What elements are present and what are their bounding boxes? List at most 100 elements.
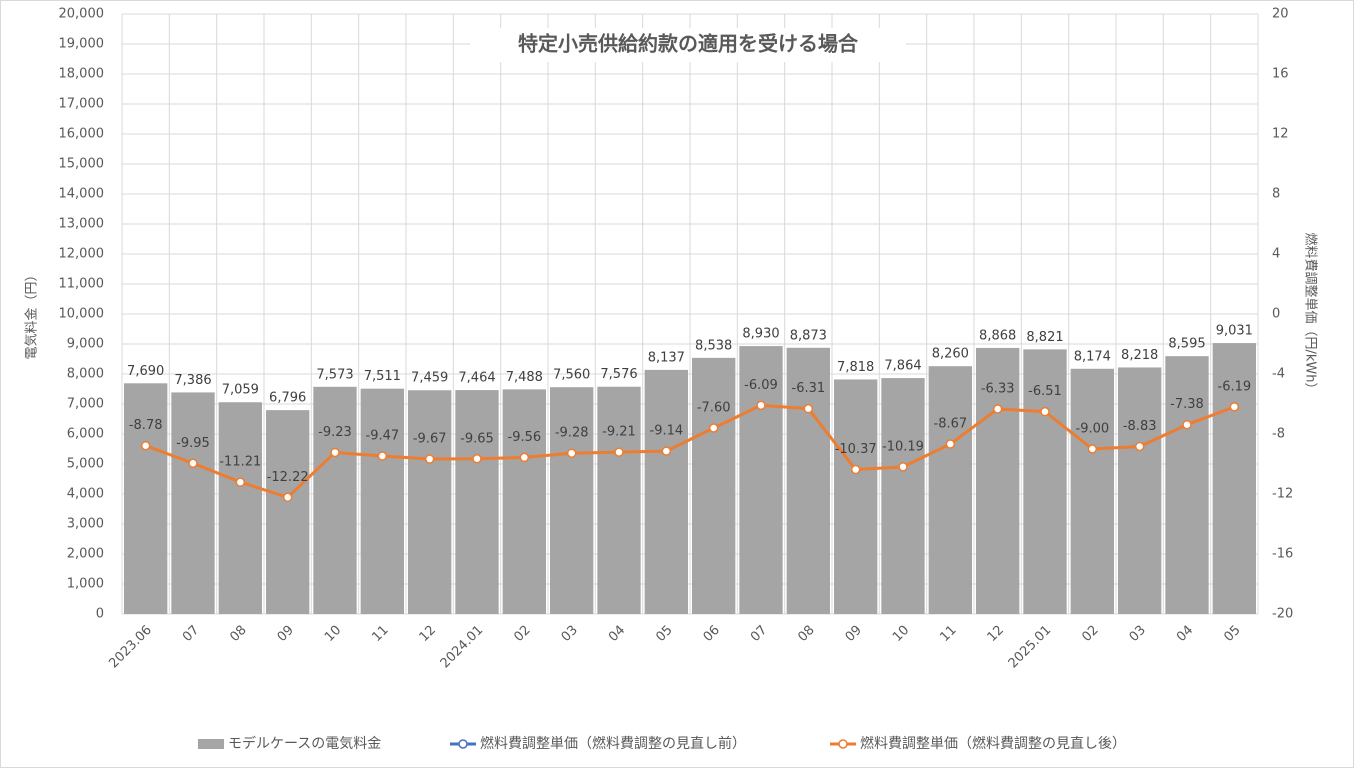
bar-label: 8,873 [790,328,827,343]
point [282,492,293,503]
legend-swatch [458,739,468,749]
y-tick-label: 19,000 [59,37,105,52]
point [1182,419,1192,430]
point [945,439,956,449]
point-label: -6.09 [744,378,778,393]
y2-tick-label: 8 [1272,187,1280,202]
bar-label: 7,488 [506,370,543,385]
point [1229,402,1240,412]
point [708,423,719,433]
point [614,447,624,457]
bar-label: 7,818 [837,360,874,375]
bar-label: 8,260 [932,347,969,362]
bar-label: 8,174 [1074,349,1111,364]
point-label: -9.23 [318,425,352,440]
legend-label: 燃料費調整単価（燃料費調整の見直し前） [480,735,746,752]
bar [218,402,262,614]
y-tick-label: 20,000 [59,7,105,22]
point [1040,406,1050,417]
bar [408,390,452,614]
point-label: -8.78 [129,418,163,433]
point-label: -8.67 [934,417,968,432]
bar [1070,368,1114,614]
bar-label: 8,137 [648,350,685,365]
y-tick-label: 7,000 [67,397,104,412]
point-label: -9.47 [366,429,400,444]
y2-tick-label: -20 [1272,607,1293,622]
bar [1212,343,1256,614]
bar [124,383,168,614]
point [235,477,246,487]
point-label: -10.37 [835,442,877,457]
bar-label: 7,059 [222,383,259,398]
bar-label: 6,796 [269,391,306,406]
bar-label: 8,595 [1168,337,1205,352]
bar [360,388,404,614]
bar-label: 7,459 [411,371,448,386]
y-tick-label: 3,000 [67,517,104,532]
bar-label: 7,576 [600,367,637,382]
point-label: -7.38 [1170,397,1204,412]
bar-label: 8,930 [742,327,779,342]
bar-label: 7,511 [364,369,401,384]
bar [692,357,736,614]
point-label: -8.83 [1123,419,1157,434]
bar-label: 7,690 [127,364,164,379]
y-tick-label: 4,000 [67,487,104,502]
point [850,464,861,475]
point [566,448,577,458]
y-tick-label: 1,000 [67,577,104,592]
y-tick-label: 14,000 [59,187,105,202]
point-label: -6.51 [1028,384,1062,399]
bar-label: 7,560 [553,368,590,383]
point-label: -10.19 [882,439,924,454]
title-bg [470,28,906,62]
point-label: -9.28 [555,426,589,441]
y2-tick-label: 20 [1272,7,1289,22]
y-tick-label: 5,000 [67,457,104,472]
bar-label: 9,031 [1216,324,1253,339]
y2-tick-label: -12 [1272,487,1293,502]
bar-label: 8,538 [695,338,732,353]
bar [171,392,215,614]
point [472,454,482,464]
legend-swatch [198,739,224,749]
bar-label: 7,464 [458,371,495,386]
y-tick-label: 12,000 [59,247,105,262]
bar [455,390,499,614]
y2-tick-label: -8 [1272,427,1285,442]
y2-tick-label: -16 [1272,547,1293,562]
bar [928,366,972,614]
y-tick-label: 2,000 [67,547,104,562]
line [145,403,1235,499]
y-tick-label: 9,000 [67,337,104,352]
y-tick-label: 10,000 [59,307,105,322]
point [661,446,672,456]
bar-label: 7,386 [174,373,211,388]
point [1134,441,1145,452]
bar [502,389,546,614]
bar [1023,349,1067,614]
bar [266,410,310,614]
y2-tick-label: 16 [1272,67,1289,82]
bar-label: 7,864 [884,359,921,374]
point-label: -9.56 [508,430,542,445]
point [756,400,766,411]
y2-tick-label: 4 [1272,247,1280,262]
point-label: -9.21 [602,425,636,440]
point-label: -11.21 [219,455,261,470]
bar-label: 7,573 [316,367,353,382]
point-label: -12.22 [267,470,309,485]
point-label: -6.31 [792,381,826,396]
point [1087,444,1098,454]
point [188,458,198,468]
y-tick-label: 11,000 [59,277,105,292]
point [898,462,908,472]
bar [644,369,688,614]
bar-label: 8,218 [1121,348,1158,363]
point-label: -9.65 [460,431,494,446]
bar [597,386,641,614]
point [992,404,1003,414]
y-tick-label: 13,000 [59,217,105,232]
